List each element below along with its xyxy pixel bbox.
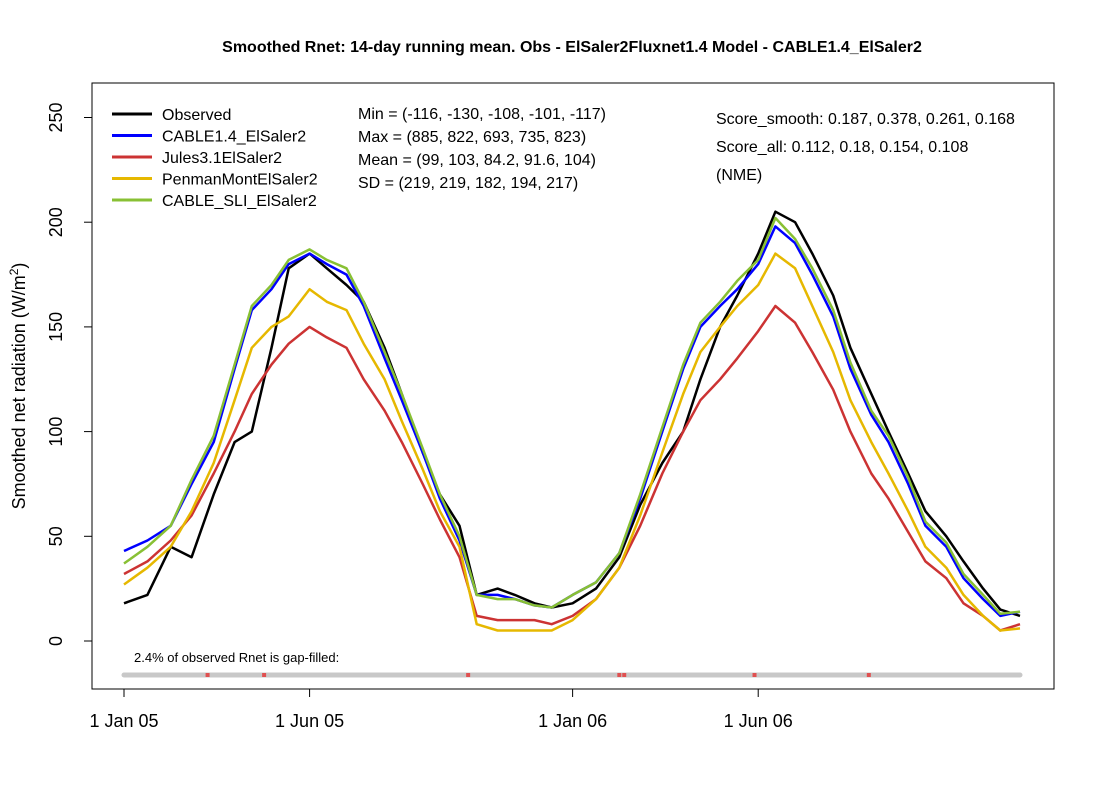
legend-entry: PenmanMontElSaler2 (162, 172, 318, 189)
series-line-penmanmontelsaler2 (123, 252, 1021, 632)
chart-title: Smoothed Rnet: 14-day running mean. Obs … (222, 39, 922, 56)
x-tick-label: 1 Jun 05 (275, 711, 344, 731)
x-tick-label: 1 Jan 06 (538, 711, 607, 731)
x-tick-label: 1 Jan 05 (89, 711, 158, 731)
legend-entry: Observed (162, 107, 231, 124)
stats-line: SD = (219, 219, 182, 194, 217) (358, 175, 578, 192)
legend-entry: CABLE1.4_ElSaler2 (162, 129, 306, 146)
series-line-cable-sli-elsaler2 (123, 216, 1021, 616)
y-tick-label: 200 (46, 207, 66, 237)
y-tick-label: 150 (46, 312, 66, 342)
y-axis-label-close: ) (9, 263, 29, 269)
x-axis: 1 Jan 05 1 Jun 05 1 Jan 06 1 Jun 06 (89, 688, 793, 731)
x-tick-label: 1 Jun 06 (724, 711, 793, 731)
y-axis: 0 50 100 150 200 250 (46, 102, 93, 646)
stats-line: Mean = (99, 103, 84.2, 91.6, 104) (358, 152, 596, 169)
y-tick-label: 0 (46, 636, 66, 646)
score-line: Score_smooth: 0.187, 0.378, 0.261, 0.168 (716, 111, 1015, 128)
legend: Observed CABLE1.4_ElSaler2 Jules3.1ElSaler… (112, 107, 318, 210)
stats-line: Max = (885, 822, 693, 735, 823) (358, 129, 586, 146)
legend-entry: Jules3.1ElSaler2 (162, 150, 282, 167)
stats-block: Min = (-116, -130, -108, -101, -117) Max … (358, 106, 606, 192)
y-tick-label: 50 (46, 526, 66, 546)
y-axis-label-sup: 2 (7, 268, 21, 275)
score-block: Score_smooth: 0.187, 0.378, 0.261, 0.168… (716, 111, 1015, 184)
gap-fill-label: 2.4% of observed Rnet is gap-filled: (134, 650, 339, 665)
y-axis-label: Smoothed net radiation (W/m2) (7, 263, 29, 510)
y-tick-label: 100 (46, 417, 66, 447)
score-line: Score_all: 0.112, 0.18, 0.154, 0.108 (716, 139, 968, 156)
stats-line: Min = (-116, -130, -108, -101, -117) (358, 106, 606, 123)
y-axis-label-text: Smoothed net radiation (W/m (9, 275, 29, 509)
score-line: (NME) (716, 167, 762, 184)
legend-entry: CABLE_SLI_ElSaler2 (162, 193, 317, 210)
y-tick-label: 250 (46, 102, 66, 132)
series-line-jules3-1elsaler2 (123, 304, 1021, 632)
series-line-cable1-4-elsaler2 (123, 225, 1021, 618)
series-lines (123, 210, 1021, 632)
series-line-observed (123, 210, 1021, 618)
